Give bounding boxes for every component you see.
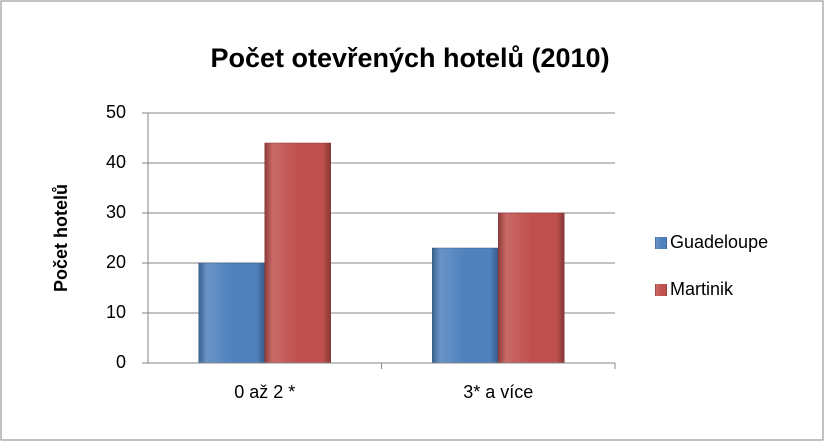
y-tick-label: 10: [106, 302, 126, 322]
legend-label: Martinik: [670, 279, 734, 299]
legend-label: Guadeloupe: [670, 232, 768, 252]
y-tick-label: 0: [116, 352, 126, 372]
y-tick-label: 20: [106, 252, 126, 272]
bar: [198, 262, 265, 364]
y-tick-label: 50: [106, 102, 126, 122]
x-tick-label: 0 až 2 *: [234, 382, 295, 402]
y-axis-label: Počet hotelů: [51, 184, 71, 292]
x-tick-label: 3* a více: [463, 382, 533, 402]
bar: [432, 247, 499, 364]
chart-title: Počet otevřených hotelů (2010): [210, 43, 609, 73]
y-tick-label: 40: [106, 152, 126, 172]
bar: [498, 212, 565, 364]
bar: [264, 142, 331, 364]
legend-swatch: [655, 284, 667, 296]
y-tick-label: 30: [106, 202, 126, 222]
legend-swatch: [655, 237, 667, 249]
